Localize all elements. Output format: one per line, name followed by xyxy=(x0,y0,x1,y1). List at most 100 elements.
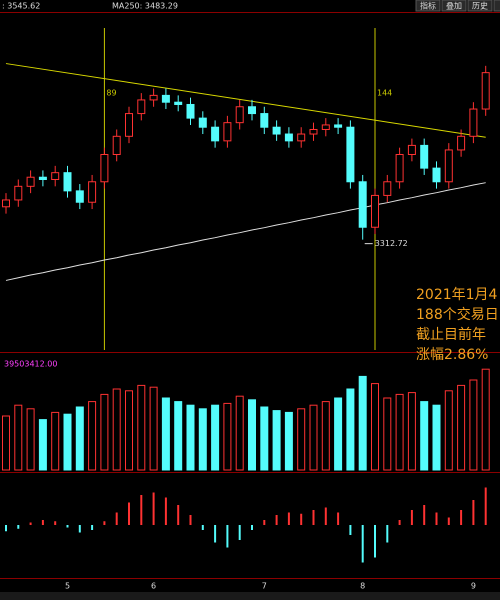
candle-body xyxy=(149,94,158,101)
candle-body xyxy=(75,190,84,203)
candle-body xyxy=(248,106,256,115)
toolbar xyxy=(0,592,500,600)
trend-line xyxy=(5,63,486,138)
candle-body xyxy=(321,124,330,130)
toolbar-button[interactable] xyxy=(493,0,500,12)
candle-body xyxy=(211,126,220,142)
candle-body xyxy=(186,103,195,119)
candle-body xyxy=(272,126,281,135)
volume-bar xyxy=(186,404,195,471)
volume-bar xyxy=(174,401,183,471)
candle-body xyxy=(174,101,183,105)
candle-body xyxy=(161,94,170,103)
volume-bar xyxy=(149,386,158,471)
volume-bar xyxy=(309,404,318,471)
cycle-label: 89 xyxy=(106,89,116,98)
candle-body xyxy=(457,135,466,151)
separator xyxy=(0,472,500,473)
candle-body xyxy=(444,149,453,183)
annotation-line: 188个交易日 xyxy=(416,306,499,323)
volume-bar xyxy=(321,401,330,471)
volume-bar xyxy=(358,375,367,471)
volume-bar xyxy=(125,390,133,471)
candle-body xyxy=(88,181,97,203)
candle-body xyxy=(395,153,404,183)
candle-body xyxy=(100,153,109,183)
volume-bar xyxy=(75,406,84,471)
annotation-line: 截止目前年 xyxy=(416,326,486,343)
volume-bar xyxy=(211,404,220,471)
toolbar-button-label[interactable]: 指标 xyxy=(420,1,436,11)
candle-body xyxy=(358,181,367,228)
candle-body xyxy=(2,199,10,208)
x-tick-label: 8 xyxy=(360,582,365,591)
volume-bar xyxy=(432,404,441,471)
x-tick-label: 7 xyxy=(262,582,267,591)
volume-bar xyxy=(248,399,256,471)
candle-body xyxy=(125,113,133,137)
volume-bar xyxy=(51,411,60,471)
volume-bar xyxy=(198,408,207,471)
candle-body xyxy=(371,194,379,228)
volume-bar xyxy=(63,413,72,471)
candle-body xyxy=(469,108,478,137)
toolbar-button-label[interactable]: 历史 xyxy=(472,1,488,11)
volume-bar xyxy=(2,415,10,471)
volume-bar xyxy=(481,368,490,471)
candle-body xyxy=(346,126,355,183)
candle-body xyxy=(284,133,293,142)
x-tick-label: 6 xyxy=(151,582,156,591)
candle-body xyxy=(260,113,269,128)
header-text: MA250: 3483.29 xyxy=(112,2,178,11)
volume-bar xyxy=(371,383,379,471)
candle-body xyxy=(51,172,60,180)
volume-bar xyxy=(38,419,47,471)
volume-header: 39503412.00 xyxy=(4,360,57,369)
volume-bar xyxy=(235,395,244,471)
candle-body xyxy=(334,124,343,128)
low-label: 3312.72 xyxy=(375,239,408,248)
candle-body xyxy=(481,72,490,110)
separator xyxy=(0,12,500,13)
toolbar-button-label[interactable]: 叠加 xyxy=(446,1,462,11)
volume-bar xyxy=(383,397,392,471)
toolbar-button[interactable] xyxy=(415,0,441,12)
candle-body xyxy=(198,117,207,128)
volume-bar xyxy=(395,393,404,471)
volume-bar xyxy=(469,379,478,471)
volume-bar xyxy=(137,384,146,471)
candle-body xyxy=(112,135,121,155)
volume-bar xyxy=(346,388,355,471)
annotation-line: 2021年1月4 xyxy=(416,287,498,303)
candle-body xyxy=(383,181,392,196)
volume-bar xyxy=(100,393,109,471)
separator xyxy=(0,578,500,579)
candle-body xyxy=(420,144,429,169)
candle-body xyxy=(26,176,35,187)
cycle-label: 144 xyxy=(377,89,392,98)
annotation-line: 涨幅2.86% xyxy=(416,347,488,363)
volume-bar xyxy=(161,397,170,471)
volume-bar xyxy=(112,388,121,471)
toolbar-button[interactable] xyxy=(441,0,467,12)
candle-body xyxy=(407,144,416,155)
candle-body xyxy=(14,185,23,201)
candle-body xyxy=(223,122,232,142)
x-tick-label: 5 xyxy=(65,582,70,591)
volume-bar xyxy=(26,408,35,471)
candle-body xyxy=(63,172,72,192)
toolbar-button[interactable] xyxy=(467,0,493,12)
volume-bar xyxy=(14,404,23,471)
volume-bar xyxy=(260,406,269,471)
separator xyxy=(0,352,500,353)
volume-bar xyxy=(284,411,293,471)
volume-bar xyxy=(444,390,453,471)
header-text: : 3545.62 xyxy=(2,2,40,11)
candle-body xyxy=(297,133,306,142)
candle-body xyxy=(235,106,244,124)
volume-bar xyxy=(334,397,343,471)
candle-body xyxy=(137,99,146,115)
candle-body xyxy=(38,176,47,180)
